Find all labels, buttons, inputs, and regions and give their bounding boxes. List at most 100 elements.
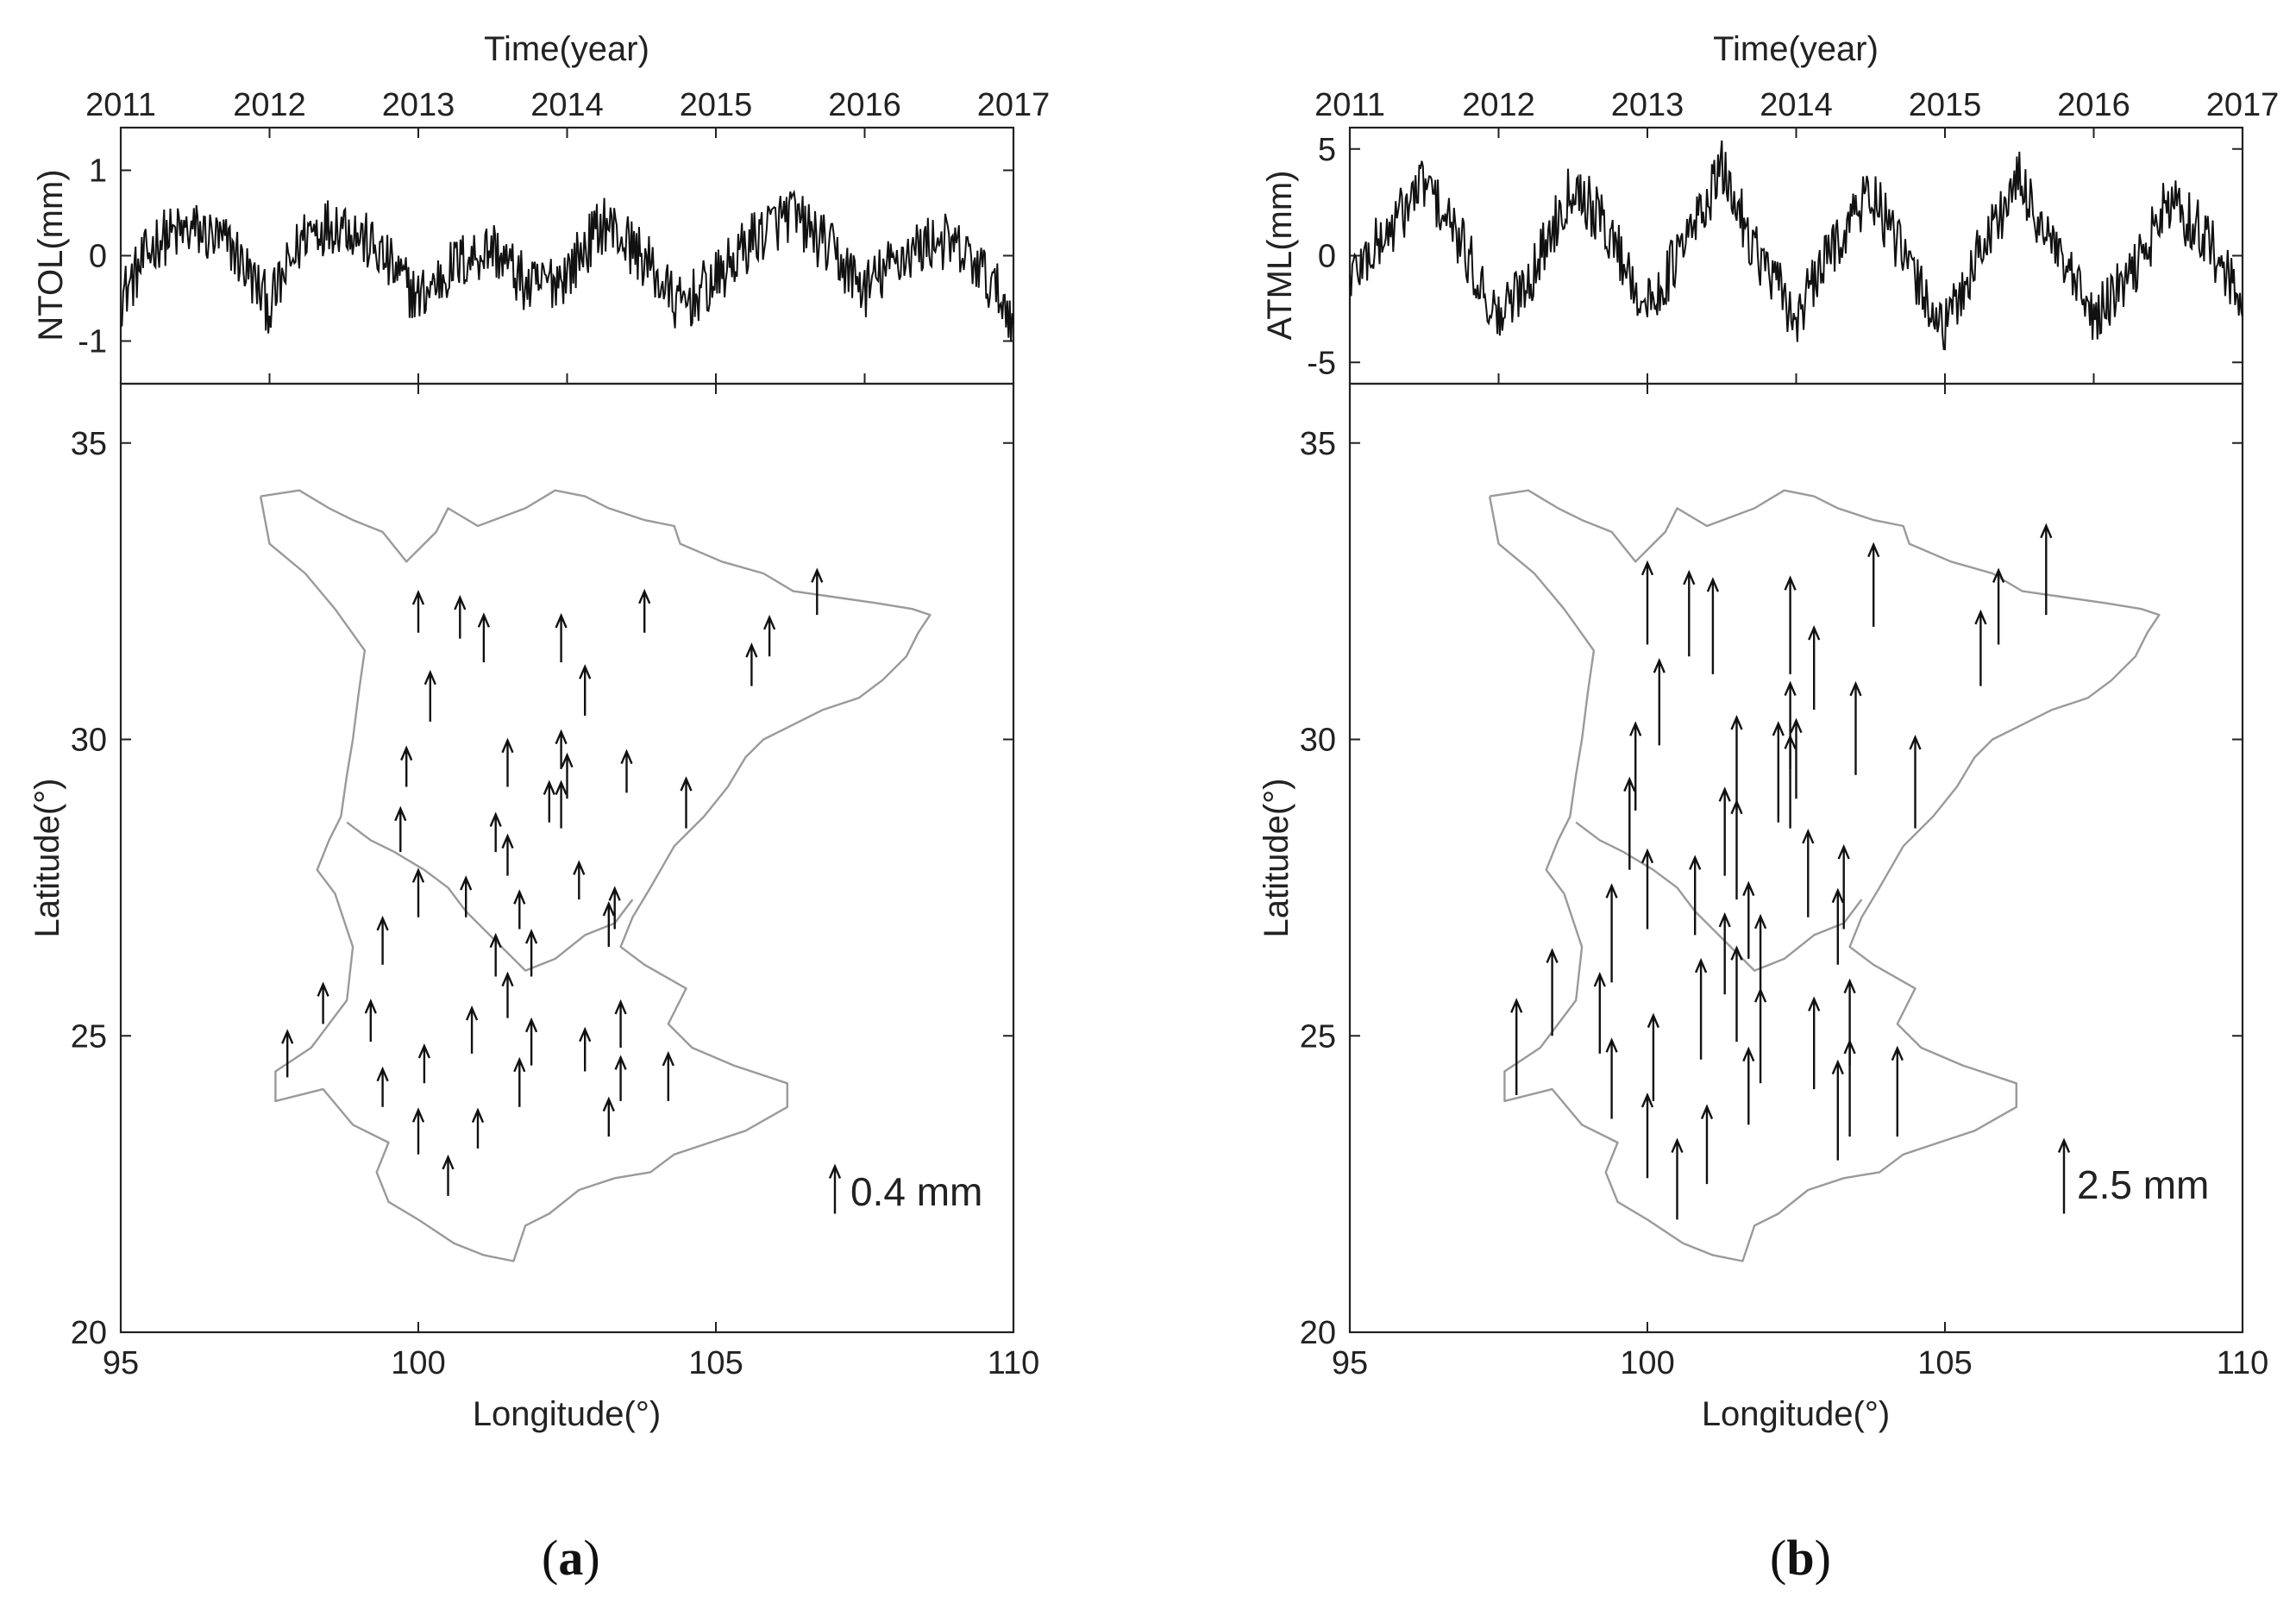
ntol-arrow-head — [454, 594, 467, 611]
ntol-station-arrow — [501, 833, 514, 876]
atml-station-arrow — [1605, 883, 1618, 983]
atml-ytick-label--5: -5 — [1307, 345, 1336, 381]
atml-arrow-head — [1849, 680, 1862, 697]
ntol-arrow-head — [489, 932, 502, 949]
atml-arrow-head — [1808, 996, 1821, 1011]
atml-station-arrow — [1891, 1045, 1904, 1137]
atml-arrow-head — [1593, 972, 1606, 987]
atml-station-arrow — [1843, 1038, 1856, 1137]
map-b-xlabel: Longitude(°) — [1702, 1395, 1890, 1433]
atml-arrow-head — [1909, 734, 1922, 750]
atml-scale-arrow — [2057, 1137, 2071, 1214]
ntol-station-arrow — [561, 752, 574, 799]
ntol-station-arrow — [501, 971, 514, 1018]
ntol-xtick-label-2011: 2011 — [85, 87, 156, 123]
ntol-arrow-head — [620, 748, 633, 765]
atml-arrow-head — [1784, 734, 1797, 749]
ntol-xtick-label-2017: 2017 — [977, 87, 1051, 123]
atml-station-arrow — [1753, 913, 1767, 995]
atml-arrow-head — [1843, 978, 1856, 994]
atml-arrow-head — [1653, 658, 1666, 673]
ntol-station-arrow — [400, 745, 413, 787]
ntol-station-arrow — [638, 588, 651, 633]
atml-station-arrow — [1867, 542, 1880, 627]
atml-time-axis-title: Time(year) — [1713, 30, 1879, 68]
ntol-station-arrow — [555, 612, 568, 663]
map-a-ylabel: Latitude(°) — [28, 779, 66, 938]
ntol-arrow-head — [745, 642, 758, 658]
ntol-station-arrow — [281, 1029, 294, 1078]
atml-station-arrow — [1730, 714, 1743, 811]
atml-arrow-head — [1831, 887, 1844, 904]
ntol-station-arrow — [811, 567, 824, 616]
ntol-station-arrow — [579, 664, 592, 716]
ntol-arrow-head — [376, 1066, 389, 1082]
ntol-arrow-head — [555, 729, 568, 745]
panel-a-label: (a) — [542, 1530, 600, 1586]
atml-station-arrow — [1640, 560, 1654, 645]
atml-station-arrow — [1784, 575, 1797, 674]
ntol-arrow-head — [394, 805, 407, 822]
atml-station-arrow — [1605, 1037, 1618, 1119]
atml-arrow-head — [1784, 680, 1797, 697]
atml-arrow-head — [1689, 855, 1702, 870]
atml-station-arrow — [1831, 1059, 1844, 1161]
atml-station-arrow — [1718, 786, 1731, 876]
atml-station-arrow — [1689, 855, 1702, 936]
ntol-arrow-head — [638, 588, 651, 604]
atml-arrow-head — [1700, 1104, 1714, 1119]
map-b-ytick-label-35: 35 — [1300, 426, 1336, 462]
atml-arrow-head — [1802, 829, 1815, 844]
ntol-arrow-head — [762, 614, 776, 630]
map-b-latitude-ticks: 35 30 25 20 — [1300, 426, 2243, 1351]
atml-station-arrow — [1546, 948, 1559, 1036]
ntol-station-arrow — [602, 1096, 615, 1137]
ntol-station-arrow — [620, 748, 633, 793]
atml-arrow-head — [1790, 717, 1803, 734]
ntol-xtick-label-2013: 2013 — [382, 87, 455, 123]
atml-station-arrow — [1629, 721, 1642, 811]
atml-station-arrow — [1694, 957, 1708, 1060]
atml-arrow-head — [1974, 609, 1987, 625]
ntol-arrow-head — [465, 1005, 479, 1021]
map-b-xtick-label-100: 100 — [1620, 1345, 1674, 1381]
atml-arrow-head — [1730, 945, 1743, 961]
atml-arrow-head — [1772, 721, 1785, 736]
ntol-station-arrow — [364, 999, 377, 1043]
ntol-station-arrow — [555, 780, 568, 829]
atml-arrow-head — [1694, 957, 1708, 974]
atml-arrow-head — [1683, 569, 1696, 585]
atml-station-arrow — [1706, 577, 1720, 674]
ntol-station-arrow — [513, 1056, 526, 1107]
ntol-series-line — [120, 189, 1014, 342]
atml-arrow-head — [1718, 911, 1731, 928]
map-a-axes-frame — [119, 382, 1015, 1334]
ntol-arrow-head — [555, 780, 568, 795]
atml-arrow-head — [2040, 523, 2053, 539]
ntol-station-arrow — [471, 1107, 485, 1149]
atml-arrow-head — [1623, 776, 1636, 792]
ntol-year-ticks: 2011 2012 2013 2014 2015 2016 2017 — [85, 87, 1050, 384]
atml-station-arrow — [1772, 721, 1785, 823]
ntol-arrow-head — [411, 590, 425, 605]
atml-ytick-label-0: 0 — [1318, 239, 1336, 275]
map-a-xlabel: Longitude(°) — [473, 1395, 661, 1433]
ntol-arrow-head — [442, 1154, 455, 1170]
ntol-station-arrow — [423, 669, 436, 722]
ntol-arrow-head — [501, 737, 514, 754]
panel-b-label: (b) — [1770, 1530, 1831, 1586]
map-b-longitude-ticks: 95 100 105 110 — [1332, 384, 2268, 1381]
map-b-axes-frame — [1348, 382, 2244, 1334]
ntol-scale-head — [828, 1163, 842, 1179]
ntol-scale-arrow — [828, 1163, 842, 1214]
ntol-station-arrow — [745, 642, 758, 686]
atml-station-arrow — [1753, 987, 1767, 1084]
map-a-xtick-label-95: 95 — [103, 1345, 139, 1381]
ntol-station-arrow — [411, 867, 425, 917]
atml-arrow-head — [1808, 625, 1821, 641]
atml-station-arrow — [1831, 887, 1844, 965]
ntol-value-ticks: 1 0 -1 — [78, 153, 1013, 360]
atml-ytick-label-5: 5 — [1318, 132, 1336, 168]
ntol-station-arrow — [579, 1026, 592, 1072]
atml-arrow-head — [1753, 987, 1767, 1003]
